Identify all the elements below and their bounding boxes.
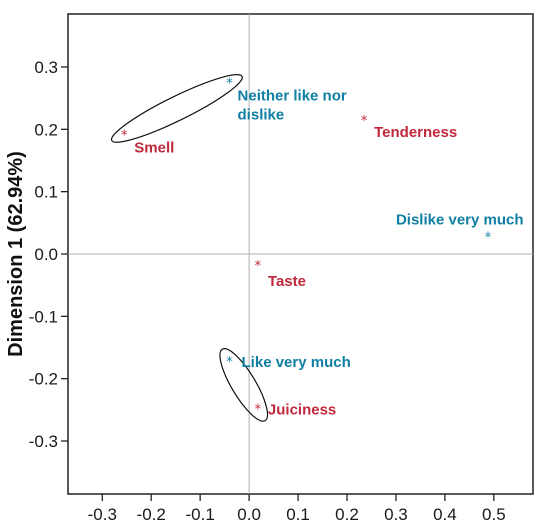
x-tick-label: -0.1	[186, 505, 215, 524]
x-tick-label: 0.5	[482, 505, 506, 524]
cluster-ellipses	[110, 74, 269, 422]
x-tick-label: 0.2	[335, 505, 359, 524]
point-marker-neither-like-nor-dislike: *	[226, 77, 233, 92]
point-marker-taste: *	[255, 259, 262, 274]
y-tick-label: 0.3	[34, 58, 58, 77]
x-tick-label: 0.0	[237, 505, 261, 524]
data-points: * Smell * Tenderness * Taste * Juiciness * Neithe…	[121, 77, 524, 419]
cluster-ellipse-1	[110, 74, 243, 143]
point-label-smell: Smell	[134, 139, 174, 156]
y-tick-label: 0.0	[34, 245, 58, 264]
point-label-tenderness: Tenderness	[374, 124, 457, 141]
y-tick-label: 0.2	[34, 120, 58, 139]
point-marker-smell: *	[121, 128, 128, 143]
y-tick-label: -0.1	[29, 307, 58, 326]
y-tick-label: -0.3	[29, 432, 58, 451]
x-tick-label: 0.3	[384, 505, 408, 524]
y-axis: 0.3 0.2 0.1 0.0 -0.1 -0.2 -0.3	[29, 58, 68, 451]
x-tick-label: 0.1	[286, 505, 310, 524]
x-tick-label: -0.3	[88, 505, 117, 524]
point-label-juiciness: Juiciness	[268, 402, 336, 419]
y-tick-label: -0.2	[29, 370, 58, 389]
point-label-dislike-very-much: Dislike very much	[396, 212, 524, 229]
x-tick-label: -0.2	[137, 505, 166, 524]
point-marker-tenderness: *	[361, 114, 368, 129]
y-tick-label: 0.1	[34, 183, 58, 202]
cluster-ellipse-2	[219, 348, 269, 422]
point-label-like-very-much: Like very much	[242, 354, 351, 371]
point-marker-like-very-much: *	[226, 355, 233, 370]
x-axis: -0.3 -0.2 -0.1 0.0 0.1 0.2 0.3 0.4 0.5	[88, 494, 506, 524]
point-marker-juiciness: *	[255, 403, 262, 418]
point-label-neither-like-nor-dislike: Neither like nor dislike	[238, 88, 347, 124]
point-label-taste: Taste	[268, 273, 306, 290]
point-marker-dislike-very-much: *	[485, 231, 492, 246]
x-tick-label: 0.4	[433, 505, 457, 524]
y-axis-title: Dimension 1 (62.94%)	[5, 151, 27, 357]
